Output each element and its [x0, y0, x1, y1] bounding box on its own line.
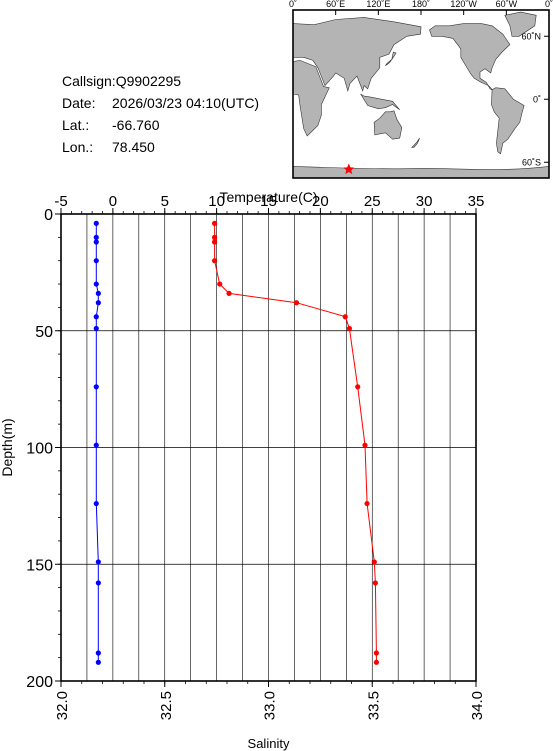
- salinity-tick-label: 33.5: [365, 691, 382, 720]
- salinity-data-point: [95, 650, 101, 656]
- temperature-tick-label: -5: [54, 193, 67, 210]
- salinity-axis-label: Salinity: [248, 736, 290, 751]
- temperature-data-point: [217, 281, 223, 287]
- salinity-tick-label: 34.0: [469, 691, 486, 720]
- depth-axis-label: Depth(m): [0, 418, 15, 476]
- salinity-data-point: [93, 500, 99, 507]
- temperature-tick-label: 5: [161, 193, 169, 210]
- date-value: 2026/03/23 04:10(UTC): [112, 95, 260, 111]
- temperature-data-point: [371, 559, 377, 565]
- temperature-tick-label: 30: [416, 193, 433, 210]
- temperature-data-point: [293, 300, 300, 306]
- salinity-data-point: [93, 281, 99, 287]
- temperature-data-point: [373, 659, 379, 665]
- temperature-profile-line: [214, 223, 377, 663]
- callsign-value: Q9902295: [115, 73, 182, 89]
- date-label: Date:: [62, 95, 96, 111]
- salinity-tick-label: 33.0: [262, 691, 279, 720]
- map-lon-label: 60˚W: [496, 0, 518, 9]
- temperature-data-point: [342, 314, 348, 320]
- north-america-shape: [429, 23, 511, 92]
- longitude-value: 78.450: [112, 139, 155, 155]
- salinity-tick-label: 32.0: [54, 691, 71, 720]
- map-lat-label: 60˚N: [521, 31, 541, 41]
- salinity-data-point: [93, 234, 99, 240]
- salinity-data-point: [95, 290, 101, 296]
- depth-tick-label: 150: [26, 557, 53, 574]
- salinity-data-point: [93, 442, 99, 448]
- depth-tick-label: 50: [35, 324, 53, 341]
- map-lon-label: 0˚: [545, 0, 553, 9]
- temperature-data-point: [355, 384, 361, 390]
- temperature-data-point: [211, 258, 218, 264]
- temperature-data-point: [211, 239, 218, 245]
- map-lon-label: 60˚E: [326, 0, 345, 9]
- temperature-data-point: [372, 580, 378, 586]
- salinity-data-point: [95, 659, 101, 665]
- salinity-data-point: [93, 384, 99, 390]
- temperature-axis-label: Temperature(C): [219, 189, 317, 205]
- temperature-data-point: [373, 650, 379, 656]
- temperature-tick-label: 15: [260, 193, 277, 210]
- africa-shape: [292, 60, 330, 137]
- indonesia-shape: [360, 93, 400, 111]
- date-line: Date: 2026/03/23 04:10(UTC): [62, 95, 259, 111]
- float-position-marker: [343, 163, 355, 175]
- antarctica-shape: [292, 166, 550, 179]
- callsign-line: Callsign:Q9902295: [62, 73, 181, 89]
- temperature-data-point: [211, 234, 218, 240]
- salinity-data-point: [93, 325, 99, 332]
- south-america-shape: [491, 87, 525, 155]
- greenland-shape: [504, 11, 537, 37]
- temperature-data-point: [226, 290, 232, 296]
- temperature-tick-label: 20: [312, 193, 329, 210]
- temperature-data-point: [346, 325, 353, 332]
- map-lat-label: 60˚S: [522, 157, 541, 167]
- longitude-label: Lon.:: [62, 139, 94, 155]
- latitude-value: -66.760: [112, 117, 160, 133]
- temperature-data-point: [362, 442, 368, 448]
- temperature-tick-label: 25: [364, 193, 381, 210]
- salinity-profile-line: [95, 223, 99, 663]
- latitude-label: Lat.:: [62, 117, 90, 133]
- depth-tick-label: 0: [44, 207, 53, 224]
- new-zealand-shape: [411, 137, 420, 148]
- latitude-line: Lat.: -66.760: [62, 117, 159, 133]
- depth-tick-label: 100: [26, 441, 53, 458]
- longitude-line: Lon.: 78.450: [62, 139, 155, 155]
- map-lon-label: 180˚: [412, 0, 430, 9]
- map-lon-label: 120˚E: [366, 0, 390, 9]
- japan-shape: [385, 51, 397, 66]
- salinity-data-point: [95, 300, 101, 306]
- map-lat-label: 0˚: [533, 94, 541, 104]
- temperature-data-point: [364, 500, 370, 507]
- temperature-data-point: [211, 220, 218, 226]
- temperature-tick-label: 0: [109, 193, 117, 210]
- temperature-tick-label: 35: [468, 193, 485, 210]
- salinity-data-point: [93, 239, 99, 245]
- salinity-data-point: [93, 220, 99, 226]
- salinity-tick-label: 32.5: [158, 691, 175, 720]
- map-land: [292, 11, 550, 179]
- map-lon-label: 0˚: [289, 0, 297, 9]
- eurasia-shape: [292, 17, 422, 92]
- salinity-data-point: [93, 258, 99, 264]
- map-lon-label: 120˚W: [450, 0, 477, 9]
- australia-shape: [373, 110, 403, 140]
- callsign-label: Callsign:: [62, 73, 116, 89]
- depth-tick-label: 200: [26, 674, 53, 691]
- salinity-data-point: [95, 580, 101, 586]
- salinity-data-point: [95, 559, 101, 565]
- salinity-data-point: [93, 314, 99, 320]
- temperature-tick-label: 10: [208, 193, 225, 210]
